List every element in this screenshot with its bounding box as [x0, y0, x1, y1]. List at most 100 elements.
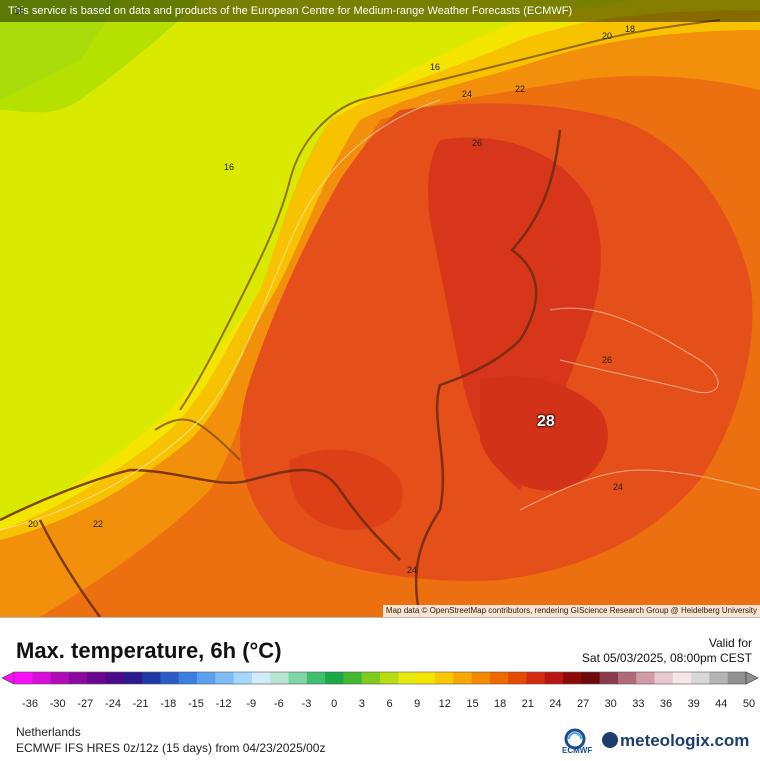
- scale-cell: [306, 672, 326, 684]
- scale-tick-label: 3: [358, 698, 365, 710]
- scale-cell: [380, 672, 399, 684]
- scale-cell: [709, 672, 729, 684]
- scale-cell: [32, 672, 52, 684]
- scale-cell: [727, 672, 747, 684]
- scale-tick-label: -27: [77, 698, 94, 710]
- contour-label: 26: [602, 355, 613, 365]
- scale-cell: [197, 672, 216, 684]
- scale-cell: [453, 672, 472, 684]
- legend-panel: Max. temperature, 6h (°C) Valid for Sat …: [0, 617, 760, 761]
- scale-cell: [434, 672, 454, 684]
- color-scale-cells: [13, 671, 747, 685]
- map-attribution: Map data © OpenStreetMap contributors, r…: [382, 605, 760, 617]
- scale-cell: [508, 672, 527, 684]
- contour-label: 26: [472, 138, 483, 148]
- contour-label: 22: [93, 519, 104, 529]
- model-run: ECMWF IFS HRES 0z/12z (15 days) from 04/…: [16, 741, 326, 755]
- scale-tick-label: 36: [659, 698, 673, 710]
- scale-cell: [654, 672, 674, 684]
- valid-time: Sat 05/03/2025, 08:00pm CEST: [581, 651, 752, 665]
- scale-cell: [270, 672, 289, 684]
- scale-cell: [398, 672, 418, 684]
- scale-cell: [50, 672, 70, 684]
- map-canvas: [0, 0, 760, 617]
- scale-cell: [691, 672, 710, 684]
- scale-cell: [563, 672, 582, 684]
- scale-tick-label: 18: [493, 698, 507, 710]
- contour-label: 18: [625, 24, 636, 34]
- meteologix-logo[interactable]: meteologix.com: [602, 731, 749, 751]
- scale-cell: [581, 672, 601, 684]
- ecmwf-logo-icon: [564, 728, 586, 750]
- scale-cell: [599, 672, 619, 684]
- scale-tick-label: 9: [414, 698, 421, 710]
- scale-cell: [14, 672, 33, 684]
- scale-left-arrow-icon: [1, 671, 15, 685]
- scale-cell: [178, 672, 198, 684]
- scale-cell: [416, 672, 436, 684]
- scale-tick-label: -30: [49, 698, 66, 710]
- scale-tick-label: -6: [274, 698, 284, 710]
- scale-cell: [288, 672, 308, 684]
- contour-label: 22: [515, 84, 526, 94]
- scale-tick-label: -9: [246, 698, 257, 710]
- ecmwf-logo-text: ECMWF: [562, 746, 593, 755]
- contour-label: 20: [602, 31, 613, 41]
- region-name: Netherlands: [16, 725, 81, 739]
- scale-tick-label: 30: [604, 698, 617, 710]
- scale-cell: [343, 672, 363, 684]
- scale-tick-label: 50: [742, 698, 756, 710]
- scale-tick-label: 44: [715, 698, 728, 710]
- scale-tick-label: -12: [215, 698, 232, 710]
- scale-tick-label: 24: [549, 698, 562, 710]
- scale-cell: [471, 672, 491, 684]
- contour-label: 16: [224, 162, 235, 172]
- contour-label: 24: [462, 89, 473, 99]
- scale-cell: [233, 672, 253, 684]
- scale-tick-label: -21: [132, 698, 149, 710]
- scale-cell: [251, 672, 271, 684]
- scale-cell: [544, 672, 564, 684]
- scale-tick-label: -18: [160, 698, 177, 710]
- contour-label: 16: [14, 6, 25, 16]
- brand-name: meteologix.com: [620, 731, 750, 750]
- scale-tick-label: 6: [386, 698, 393, 710]
- scale-cell: [160, 672, 180, 684]
- scale-tick-label: -36: [22, 698, 38, 710]
- ecmwf-notice: This service is based on data and produc…: [0, 0, 760, 22]
- scale-cell: [87, 672, 106, 684]
- contour-label: 16: [430, 62, 441, 72]
- scale-cell: [489, 672, 509, 684]
- scale-cell: [325, 672, 344, 684]
- contour-label: 20: [28, 519, 39, 529]
- temperature-map[interactable]: This service is based on data and produc…: [0, 0, 760, 617]
- scale-tick-label: -15: [187, 698, 204, 710]
- scale-tick-label: 15: [466, 698, 479, 710]
- scale-right-arrow-icon: [745, 671, 759, 685]
- scale-tick-label: 0: [331, 698, 338, 710]
- scale-cell: [68, 672, 88, 684]
- scale-tick-label: 33: [632, 698, 645, 710]
- contour-label: 24: [613, 482, 624, 492]
- scale-tick-label: -24: [105, 698, 121, 710]
- page-title: Max. temperature, 6h (°C): [16, 638, 282, 663]
- contour-label: 24: [407, 565, 418, 575]
- scale-cell: [105, 672, 125, 684]
- meteologix-icon: [602, 732, 618, 748]
- scale-cell: [361, 672, 381, 684]
- scale-cell: [142, 672, 161, 684]
- scale-tick-label: 27: [576, 698, 590, 710]
- valid-for-label: Valid for: [708, 636, 752, 650]
- scale-tick-label: 39: [687, 698, 700, 710]
- scale-cell: [672, 672, 692, 684]
- max-temperature-label: 28: [537, 413, 555, 430]
- scale-tick-label: 12: [438, 698, 451, 710]
- scale-tick-label: 21: [521, 698, 534, 710]
- scale-cell: [617, 672, 637, 684]
- scale-cell: [123, 672, 143, 684]
- scale-tick-label: -3: [301, 698, 312, 710]
- scale-cell: [215, 672, 235, 684]
- color-scale[interactable]: [0, 671, 760, 685]
- scale-cell: [526, 672, 546, 684]
- scale-cell: [636, 672, 655, 684]
